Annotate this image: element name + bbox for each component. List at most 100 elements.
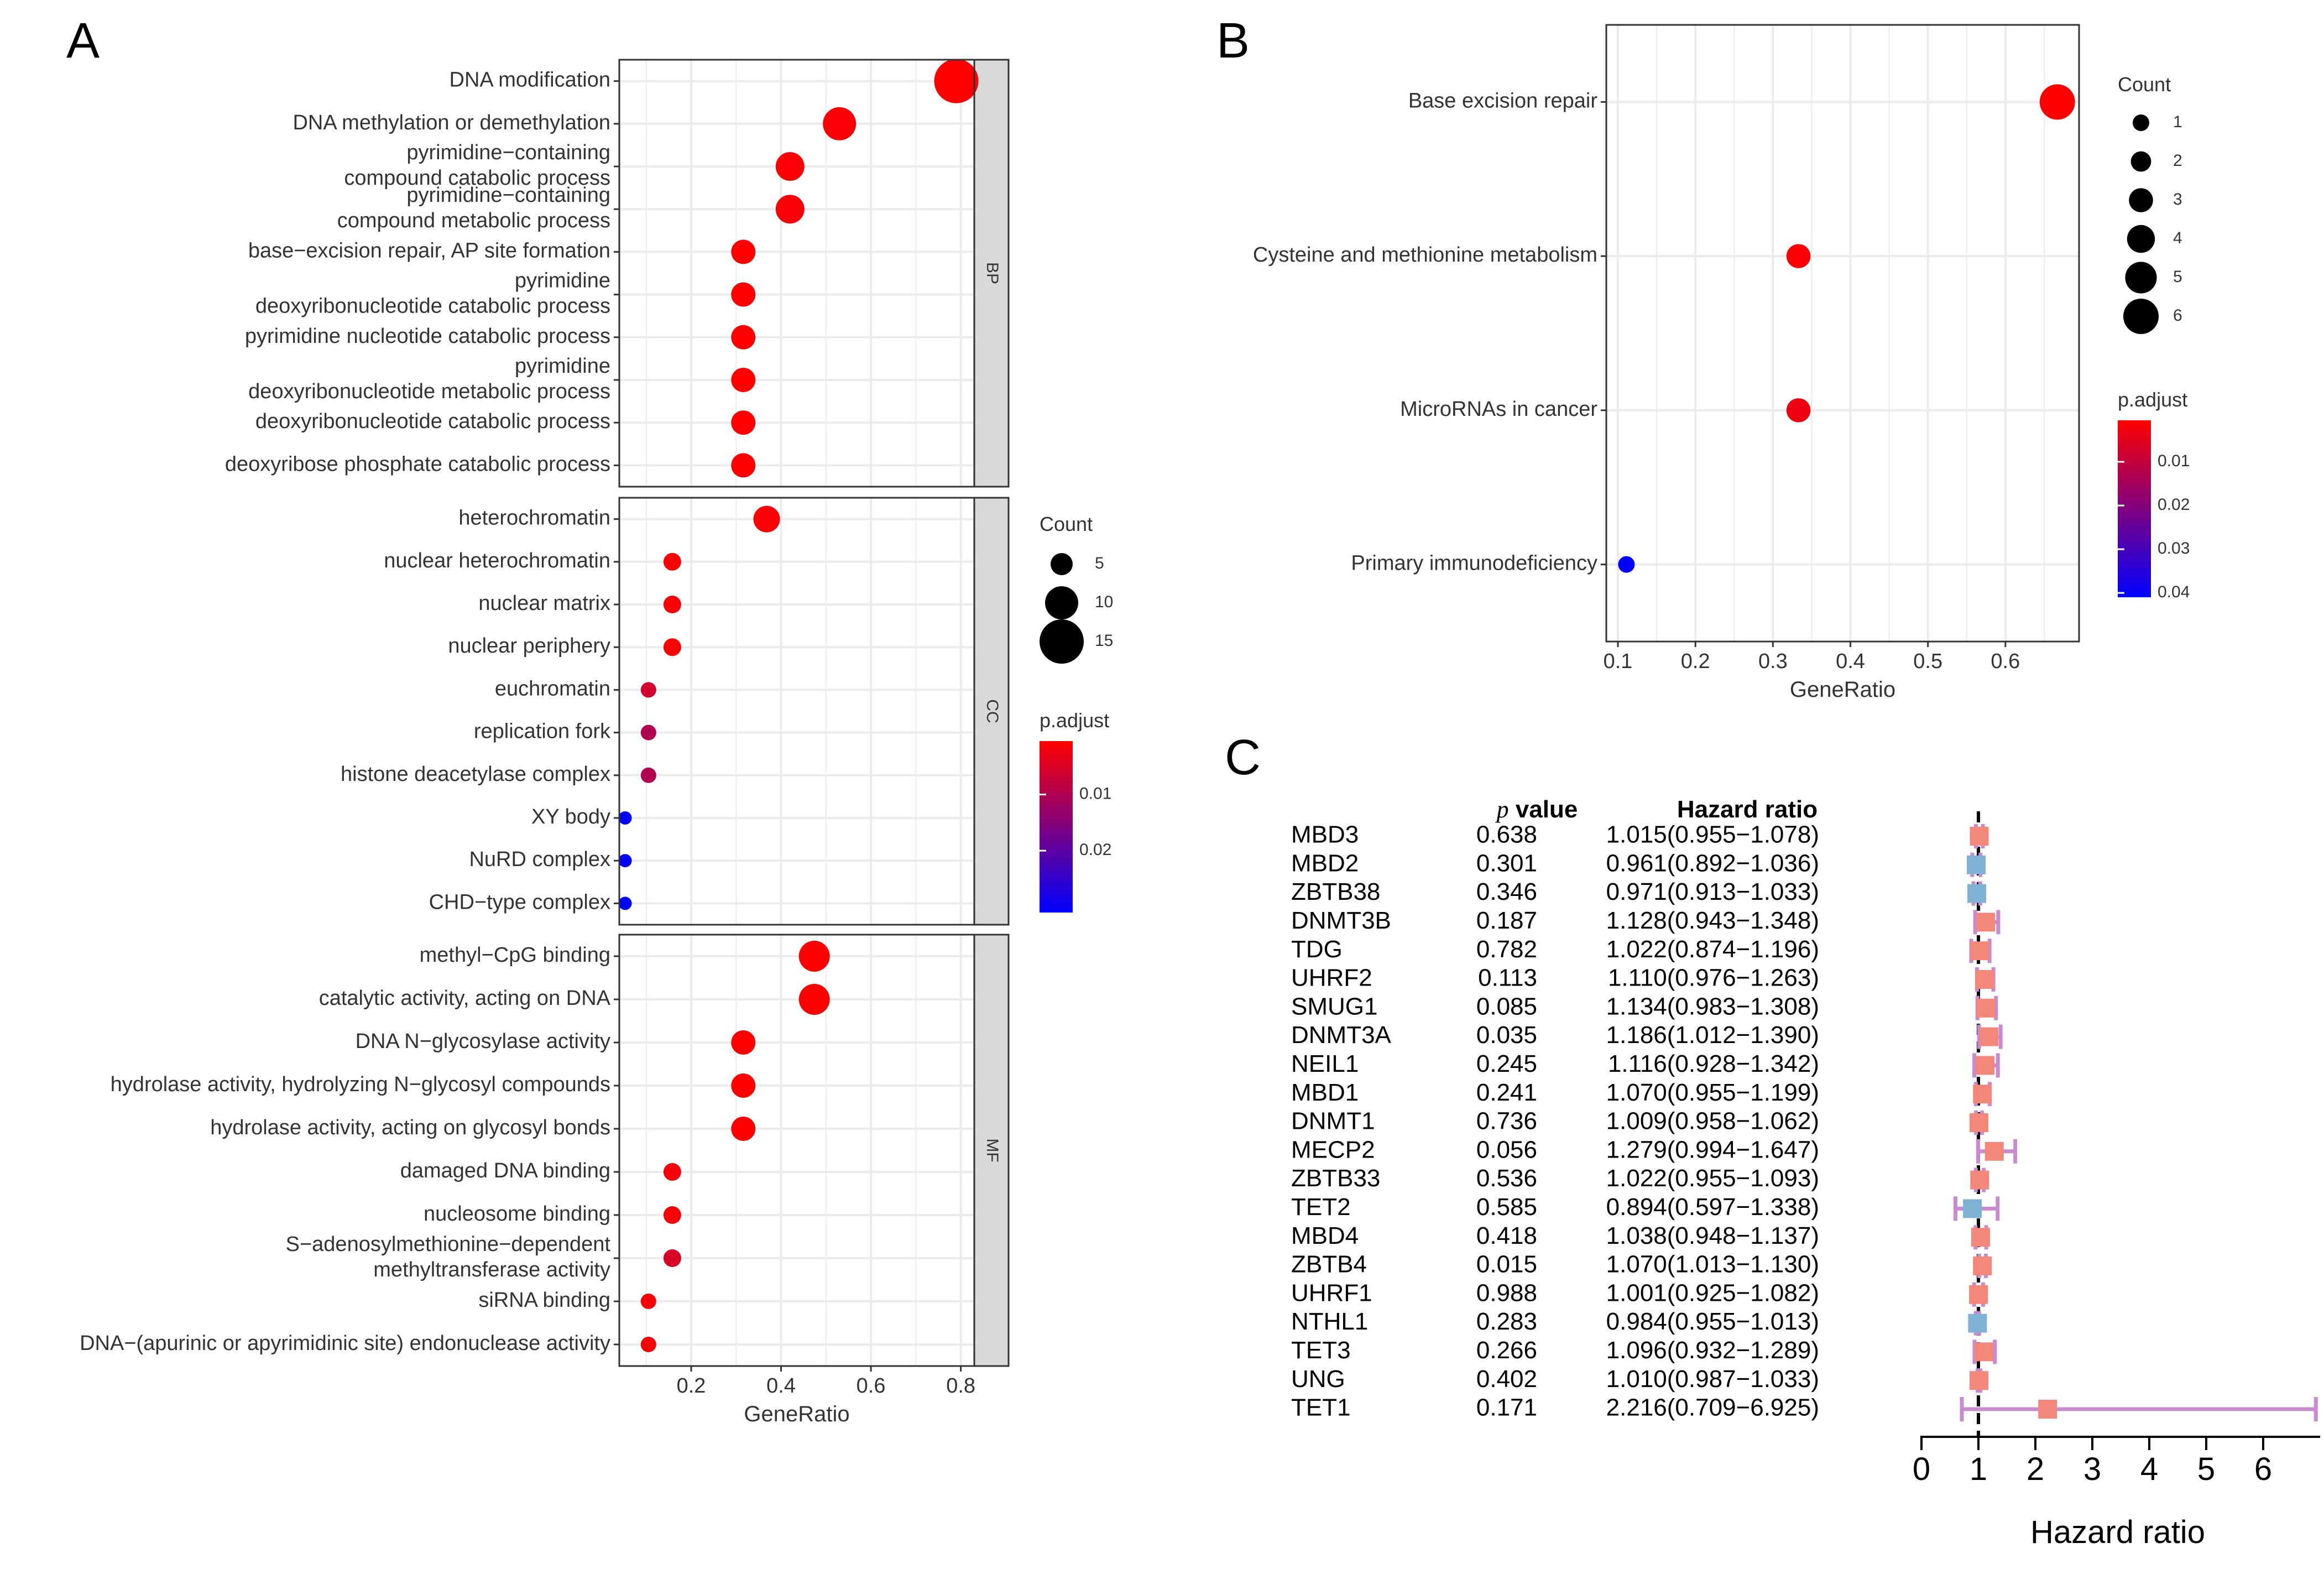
legend-count-title: Count bbox=[2118, 73, 2171, 96]
term-label-pyrimidine-containing: pyrimidine−containing bbox=[406, 184, 610, 207]
gene-label: TET1 bbox=[1291, 1394, 1351, 1421]
gene-label: DNMT3A bbox=[1291, 1021, 1392, 1049]
hr-ci-text: 0.961(0.892−1.036) bbox=[1606, 849, 1819, 877]
legend-colorbar-label: 0.01 bbox=[2158, 452, 2190, 470]
term-label-replication-fork: replication fork bbox=[474, 720, 611, 743]
term-label-nurd-complex: NuRD complex bbox=[469, 848, 610, 871]
facet-strip-label: MF bbox=[983, 1138, 1001, 1162]
legend-size-dot bbox=[1040, 619, 1084, 664]
dot-s-adenosylmethionine-dependent-methyltransferase-activity bbox=[663, 1249, 681, 1267]
term-label-pyrimidine-nucleotide-catabolic-process: pyrimidine nucleotide catabolic process bbox=[245, 325, 610, 348]
hr-ci-text: 1.096(0.932−1.289) bbox=[1606, 1337, 1819, 1364]
dot-replication-fork bbox=[640, 724, 656, 741]
hr-point bbox=[1974, 1342, 1993, 1362]
x-tick-label: 0.6 bbox=[857, 1374, 886, 1398]
term-label-catalytic-activity-acting-on-dna: catalytic activity, acting on DNA bbox=[319, 987, 611, 1010]
forest-row-mecp2: MECP2 0.056 1.279(0.994−1.647) bbox=[1291, 1136, 2018, 1164]
dot-euchromatin bbox=[640, 682, 656, 698]
gene-label: UHRF2 bbox=[1291, 965, 1372, 992]
term-label-sirna-binding: siRNA binding bbox=[478, 1289, 610, 1312]
term-label-compound-metabolic-process: compound metabolic process bbox=[337, 209, 610, 232]
hr-point bbox=[1967, 884, 1987, 903]
legend-count-title: Count bbox=[1040, 513, 1093, 535]
term-label-nucleosome-binding: nucleosome binding bbox=[424, 1202, 610, 1226]
term-label-euchromatin: euchromatin bbox=[495, 677, 610, 700]
forest-row-neil1: NEIL1 0.245 1.116(0.928−1.342) bbox=[1291, 1050, 2000, 1078]
p-value: 0.245 bbox=[1476, 1050, 1537, 1077]
term-label-methyltransferase-activity: methyltransferase activity bbox=[373, 1258, 610, 1281]
hr-point bbox=[1973, 1085, 1992, 1104]
term-label-pyrimidine: pyrimidine bbox=[515, 355, 610, 378]
term-label-micrornas-in-cancer: MicroRNAs in cancer bbox=[1400, 398, 1597, 421]
x-tick-label: 0 bbox=[1913, 1451, 1930, 1487]
hr-point bbox=[1971, 1228, 1990, 1247]
term-label-pyrimidine: pyrimidine bbox=[515, 269, 610, 293]
hr-point bbox=[1973, 1257, 1992, 1275]
gene-label: ZBTB33 bbox=[1291, 1165, 1380, 1192]
legend-size-label: 10 bbox=[1095, 593, 1113, 611]
p-value: 0.266 bbox=[1476, 1337, 1537, 1364]
legend-size-label: 5 bbox=[2173, 268, 2182, 286]
plot-bg bbox=[1606, 25, 2079, 642]
facet-strip-label: CC bbox=[983, 699, 1001, 723]
x-tick-label: 0.6 bbox=[1991, 650, 2020, 673]
dot-nuclear-heterochromatin bbox=[663, 552, 681, 571]
hr-ci-text: 1.279(0.994−1.647) bbox=[1606, 1136, 1819, 1163]
hr-point bbox=[1968, 1313, 1987, 1333]
hr-point bbox=[1963, 1199, 1982, 1218]
gene-label: DNMT3B bbox=[1291, 907, 1391, 934]
forest-row-dnmt3b: DNMT3B 0.187 1.128(0.943−1.348) bbox=[1291, 907, 2001, 935]
dot-dna-modification bbox=[934, 59, 979, 103]
forest-row-uhrf1: UHRF1 0.988 1.001(0.925−1.082) bbox=[1291, 1279, 1988, 1307]
hr-ci-text: 0.894(0.597−1.338) bbox=[1606, 1193, 1819, 1221]
forest-row-zbtb33: ZBTB33 0.536 1.022(0.955−1.093) bbox=[1291, 1165, 1989, 1192]
legend-size-label: 1 bbox=[2173, 113, 2182, 131]
gene-label: TET3 bbox=[1291, 1337, 1351, 1364]
x-tick-label: 0.2 bbox=[677, 1374, 706, 1398]
p-value: 0.085 bbox=[1476, 993, 1537, 1020]
hr-point bbox=[1975, 970, 1994, 989]
legend-size-label: 2 bbox=[2173, 152, 2182, 170]
hr-ci-text: 1.038(0.948−1.137) bbox=[1606, 1222, 1819, 1249]
legend-colorbar-label: 0.04 bbox=[2158, 583, 2190, 601]
dot-catalytic-activity-acting-on-dna bbox=[798, 984, 830, 1015]
term-label-hydrolase-activity-hydrolyzing-n-glycosyl-compounds: hydrolase activity, hydrolyzing N−glycos… bbox=[111, 1073, 610, 1096]
term-label-hydrolase-activity-acting-on-glycosyl-bonds: hydrolase activity, acting on glycosyl b… bbox=[210, 1116, 610, 1139]
forest-row-tet3: TET3 0.266 1.096(0.932−1.289) bbox=[1291, 1337, 1997, 1364]
hr-point bbox=[1970, 1371, 1989, 1390]
forest-row-ung: UNG 0.402 1.010(0.987−1.033) bbox=[1291, 1365, 1989, 1393]
hr-point bbox=[1970, 1170, 1989, 1190]
term-label-dna-methylation-or-demethylation: DNA methylation or demethylation bbox=[293, 111, 610, 134]
x-tick-label: 0.4 bbox=[1836, 650, 1865, 673]
p-value: 0.113 bbox=[1478, 965, 1537, 992]
term-label-damaged-dna-binding: damaged DNA binding bbox=[400, 1159, 610, 1182]
header-hazard-ratio: Hazard ratio bbox=[1677, 796, 1818, 823]
x-tick-label: 0.3 bbox=[1758, 650, 1788, 673]
dot-deoxyribose-phosphate-catabolic-process bbox=[731, 453, 756, 478]
panel-label-a: A bbox=[66, 13, 100, 69]
legend-colorbar-label: 0.01 bbox=[1079, 784, 1111, 802]
hr-point bbox=[1984, 1141, 2004, 1161]
term-label-nuclear-matrix: nuclear matrix bbox=[478, 592, 610, 615]
p-value: 0.346 bbox=[1476, 878, 1537, 905]
dot-deoxyribonucleotide-catabolic-process bbox=[731, 410, 756, 435]
gene-label: UHRF1 bbox=[1291, 1279, 1372, 1306]
hr-point bbox=[1970, 827, 1989, 846]
dot-xy-body bbox=[618, 811, 632, 825]
dot-dna-methylation-or-demethylation bbox=[823, 107, 857, 140]
term-label-nuclear-heterochromatin: nuclear heterochromatin bbox=[384, 549, 610, 572]
hr-ci-text: 0.971(0.913−1.033) bbox=[1606, 878, 1819, 905]
gene-label: MECP2 bbox=[1291, 1136, 1375, 1163]
dot-methyl-cpg-binding bbox=[798, 941, 830, 972]
x-tick-label: 0.5 bbox=[1913, 650, 1942, 673]
x-tick-label: 4 bbox=[2140, 1451, 2158, 1487]
hr-ci-text: 1.134(0.983−1.308) bbox=[1606, 993, 1819, 1020]
header-p-italic: p bbox=[1495, 796, 1509, 823]
legend-colorbar-label: 0.03 bbox=[2158, 539, 2190, 557]
legend-colorbar bbox=[1040, 741, 1073, 913]
facet-strip bbox=[973, 497, 1010, 926]
legend-padj-title: p.adjust bbox=[2118, 388, 2187, 411]
p-value: 0.418 bbox=[1476, 1222, 1537, 1249]
facet-panel-border bbox=[618, 497, 975, 926]
